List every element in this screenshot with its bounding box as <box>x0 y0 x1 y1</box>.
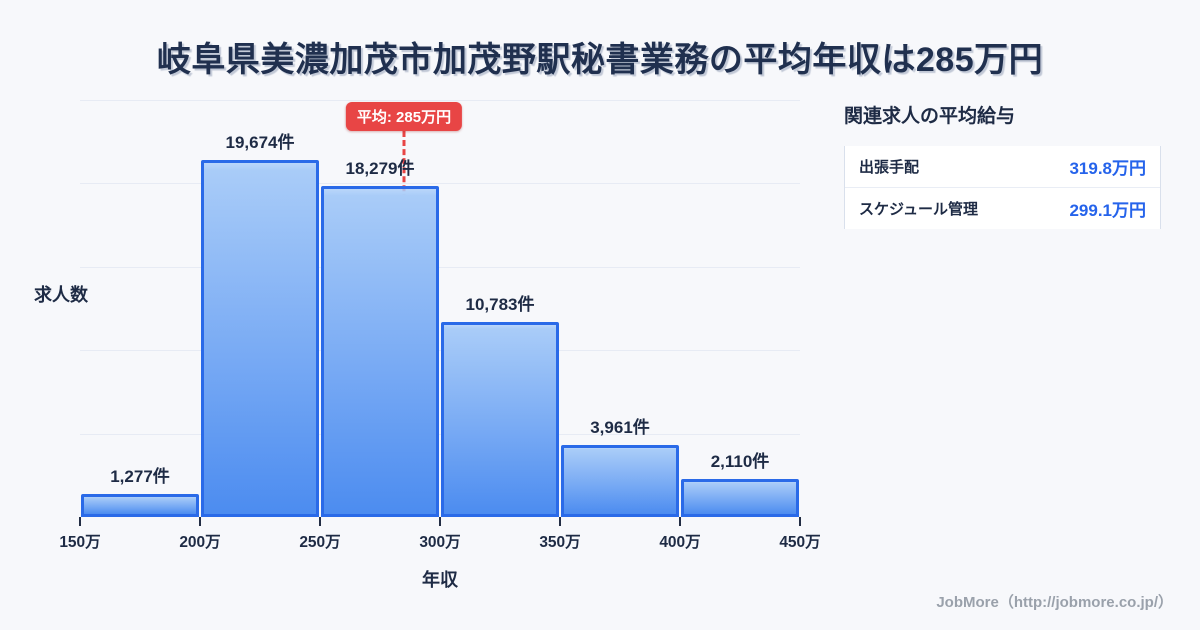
x-tick-label: 350万 <box>539 534 581 551</box>
related-job-label: スケジュール管理 <box>859 201 978 218</box>
histogram-bar <box>81 493 199 517</box>
related-jobs-card: 出張手配 319.8万円 スケジュール管理 299.1万円 <box>844 146 1161 229</box>
bar-value-label: 3,961件 <box>590 418 650 438</box>
bar-value-label: 10,783件 <box>465 294 535 314</box>
page-title: 岐阜県美濃加茂市加茂野駅秘書業務の平均年収は285万円 <box>156 41 1044 79</box>
histogram-bar <box>560 445 679 517</box>
x-tick-label: 150万 <box>59 534 101 551</box>
x-tick-mark <box>439 517 441 526</box>
x-tick-label: 450万 <box>779 534 821 551</box>
x-tick-label: 300万 <box>419 534 461 551</box>
related-job-row: 出張手配 319.8万円 <box>845 146 1160 187</box>
gridline <box>80 183 800 185</box>
x-tick-label: 250万 <box>299 534 341 551</box>
y-axis-title: 求人数 <box>34 285 88 305</box>
gridline <box>80 100 800 101</box>
credit: JobMore（http://jobmore.co.jp/） <box>936 594 1173 611</box>
bar-value-label: 2,110件 <box>710 451 770 471</box>
bar-value-label: 18,279件 <box>345 158 415 178</box>
x-tick-mark <box>319 517 321 526</box>
x-axis-title: 年収 <box>422 570 458 590</box>
x-tick-mark <box>79 517 81 526</box>
average-badge: 平均: 285万円 <box>345 102 463 131</box>
salary-histogram: 平均: 285万円 1,277件 19,674件 18,279件 10,783件 3,9… <box>59 100 821 551</box>
related-job-value: 319.8万円 <box>1069 159 1146 178</box>
x-tick-mark <box>199 517 201 526</box>
x-tick-mark <box>799 517 801 526</box>
histogram-bar <box>320 185 439 517</box>
x-tick-label: 400万 <box>659 534 701 551</box>
related-job-label: 出張手配 <box>859 159 920 176</box>
x-tick-label: 200万 <box>179 534 221 551</box>
related-job-value: 299.1万円 <box>1069 201 1146 220</box>
histogram-bar <box>200 160 319 517</box>
gridline <box>80 266 800 268</box>
gridline <box>80 433 800 435</box>
related-jobs-panel: 関連求人の平均給与 出張手配 319.8万円 スケジュール管理 299.1万円 <box>844 101 1161 229</box>
histogram-bar <box>681 478 799 517</box>
related-job-row: スケジュール管理 299.1万円 <box>845 187 1160 229</box>
histogram-bar <box>441 321 559 517</box>
bar-value-label: 19,674件 <box>225 133 295 153</box>
x-tick-mark <box>559 517 561 526</box>
related-jobs-heading: 関連求人の平均給与 <box>844 106 1016 127</box>
x-tick-mark <box>679 517 681 526</box>
bar-value-label: 1,277件 <box>110 466 170 486</box>
gridline <box>80 350 800 352</box>
